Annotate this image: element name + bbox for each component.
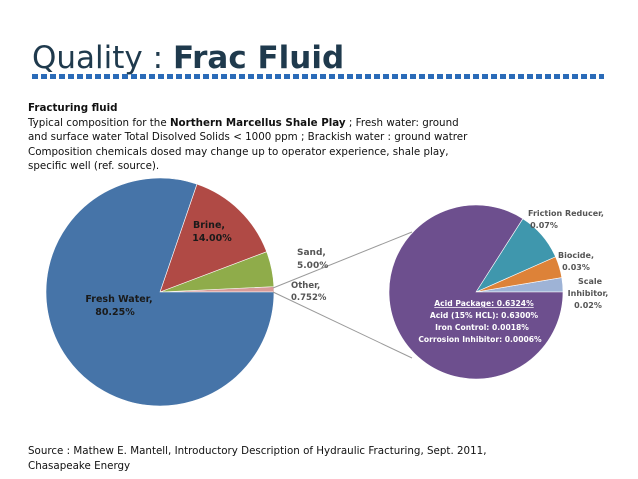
description-line-1: Typical composition for the Northern Mar… bbox=[28, 116, 459, 129]
label-biocide-name: Biocide, bbox=[558, 251, 594, 260]
slide-title: Quality : Frac Fluid bbox=[32, 38, 344, 78]
main-pie bbox=[45, 177, 275, 407]
main-slice-fresh-water bbox=[45, 177, 275, 407]
label-other-value: 0.752% bbox=[291, 293, 327, 303]
label-biocide-value: 0.03% bbox=[562, 263, 590, 272]
description-heading: Fracturing fluid bbox=[28, 102, 118, 114]
description-line-4: specific well (ref. source). bbox=[28, 160, 160, 172]
label-friction-reducer-name: Friction Reducer, bbox=[528, 209, 604, 218]
label-scale-inhibitor-value: 0.02% bbox=[574, 301, 602, 310]
label-fresh-water-name: Fresh Water, bbox=[85, 294, 152, 305]
label-fresh-water-value: 80.25% bbox=[95, 307, 135, 318]
label-iron-control: Iron Control: 0.0018% bbox=[435, 323, 529, 332]
label-brine-value: 14.00% bbox=[192, 233, 232, 244]
label-other-name: Other, bbox=[291, 281, 320, 291]
label-corrosion-inhibitor: Corrosion Inhibitor: 0.0006% bbox=[418, 335, 542, 344]
label-friction-reducer-value: 0.07% bbox=[530, 221, 558, 230]
label-acid-hcl: Acid (15% HCL): 0.6300% bbox=[430, 311, 539, 320]
source-line-1: Source : Mathew E. Mantell, Introductory… bbox=[28, 445, 487, 457]
play-name: Northern Marcellus Shale Play bbox=[169, 116, 346, 129]
title-bold: Frac Fluid bbox=[172, 40, 345, 76]
description: Fracturing fluid Typical composition for… bbox=[28, 101, 618, 174]
main-slice-brine bbox=[159, 183, 268, 293]
description-line-3: Composition chemicals dosed may change u… bbox=[28, 145, 449, 158]
connector-line-top bbox=[272, 231, 413, 289]
sub-pie bbox=[388, 204, 564, 380]
source-line-2: Chasapeake Energy bbox=[28, 460, 131, 472]
label-brine-name: Brine, bbox=[193, 220, 225, 231]
label-acid-package: Acid Package: 0.6324% bbox=[434, 299, 534, 308]
label-sand-value: 5.00% bbox=[297, 261, 328, 271]
title-light: Quality : bbox=[32, 40, 173, 76]
title-dotted-underline bbox=[32, 74, 604, 79]
sub-slice-acid-package bbox=[388, 204, 564, 380]
connector-line-bottom bbox=[272, 291, 413, 359]
label-sand-name: Sand, bbox=[297, 248, 326, 258]
label-scale-inhibitor-name-1: Scale bbox=[578, 277, 603, 286]
description-line-2: and surface water Total Disolved Solids … bbox=[28, 131, 468, 143]
label-scale-inhibitor-name-2: Inhibitor, bbox=[568, 289, 609, 298]
source-citation: Source : Mathew E. Mantell, Introductory… bbox=[28, 444, 628, 474]
